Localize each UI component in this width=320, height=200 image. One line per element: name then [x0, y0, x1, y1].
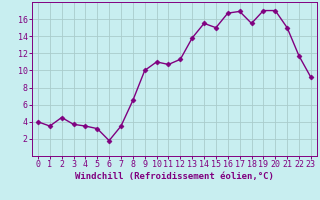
X-axis label: Windchill (Refroidissement éolien,°C): Windchill (Refroidissement éolien,°C) [75, 172, 274, 181]
